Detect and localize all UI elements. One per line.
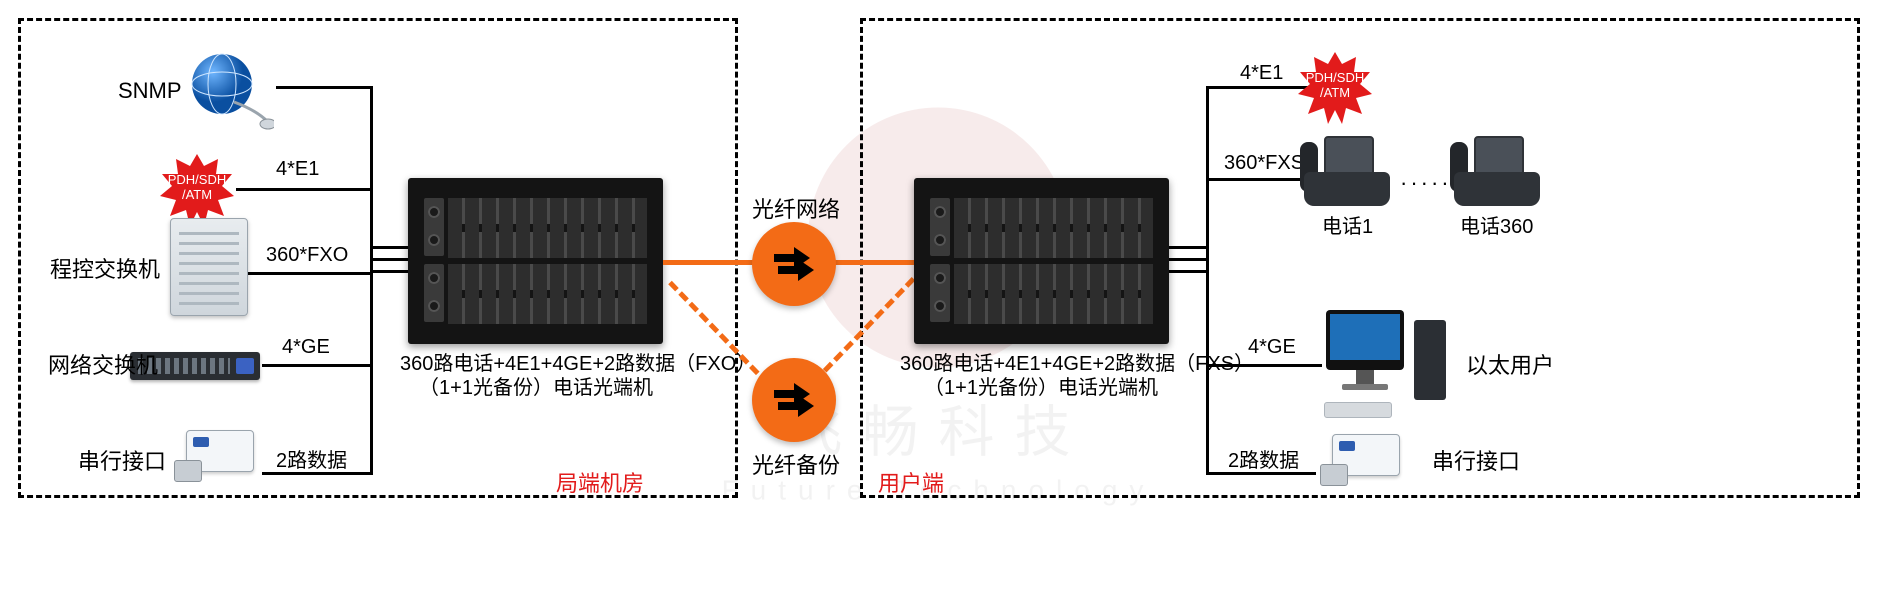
right-site-title: 用户端 <box>878 466 944 498</box>
left-bus-line <box>370 86 373 474</box>
left-4ge-label: 4*GE <box>282 336 330 359</box>
phone-n-label: 电话360 <box>1460 210 1533 239</box>
left-4ge-line <box>262 364 373 367</box>
right-fxs-line <box>1206 178 1304 181</box>
left-bus-to-mux-2 <box>370 258 408 261</box>
pbx-label: 程控交换机 <box>50 252 160 284</box>
right-serial-label: 串行接口 <box>1432 444 1520 476</box>
left-2data-line <box>262 472 373 475</box>
pc-icon <box>1326 310 1446 410</box>
left-fxo-label: 360*FXO <box>266 244 348 267</box>
left-fxo-line <box>248 272 373 275</box>
fiber-backup-circle <box>752 358 836 442</box>
snmp-label: SNMP <box>118 78 182 104</box>
left-pdh-burst-icon: PDH/SDH/ATM <box>160 154 234 228</box>
right-bus-line <box>1206 86 1209 474</box>
fiber-main-circle <box>752 222 836 306</box>
right-bus-to-mux-3 <box>1169 270 1207 273</box>
right-2data-label: 2路数据 <box>1228 444 1299 473</box>
right-mux-caption-line2: （1+1光备份）电话光端机 <box>924 377 1158 399</box>
left-site-title: 局端机房 <box>556 466 644 498</box>
phone-n-icon <box>1454 136 1540 206</box>
left-bus-to-mux-3 <box>370 270 408 273</box>
left-pdh-burst-text: PDH/SDH/ATM <box>160 172 234 202</box>
left-serial-label: 串行接口 <box>78 444 166 476</box>
pbx-icon <box>170 218 248 316</box>
phone-1-label: 电话1 <box>1322 210 1373 239</box>
right-4e1-label: 4*E1 <box>1240 62 1283 85</box>
right-pdh-burst-text: PDH/SDH/ATM <box>1298 70 1372 100</box>
left-serial-icon <box>174 430 260 484</box>
right-bus-to-mux-1 <box>1169 246 1207 249</box>
fiber-main-label: 光纤网络 <box>752 192 840 224</box>
left-4e1-label: 4*E1 <box>276 158 319 181</box>
right-pdh-burst-icon: PDH/SDH/ATM <box>1298 52 1372 126</box>
snmp-globe-icon <box>184 50 274 130</box>
left-mux-caption-line2: （1+1光备份）电话光端机 <box>419 377 653 399</box>
left-4e1-line <box>236 188 373 191</box>
left-mux-caption: 360路电话+4E1+4GE+2路数据（FXO） （1+1光备份）电话光端机 <box>400 352 672 400</box>
right-fxs-label: 360*FXS <box>1224 152 1304 175</box>
left-mux-device <box>408 178 663 344</box>
diagram-canvas: 飞畅科技 Future Technology 360路电话+4E1+4GE+2路… <box>0 0 1877 613</box>
pc-label: 以太用户 <box>1466 348 1554 380</box>
left-2data-label: 2路数据 <box>276 444 347 473</box>
fiber-backup-label: 光纤备份 <box>752 448 840 480</box>
right-mux-caption-line1: 360路电话+4E1+4GE+2路数据（FXS） <box>900 353 1254 375</box>
snmp-line <box>276 86 373 89</box>
netswitch-label: 网络交换机 <box>48 348 158 380</box>
right-serial-icon <box>1320 434 1406 488</box>
right-bus-to-mux-2 <box>1169 258 1207 261</box>
left-mux-caption-line1: 360路电话+4E1+4GE+2路数据（FXO） <box>400 353 756 375</box>
left-bus-to-mux-1 <box>370 246 408 249</box>
right-mux-caption: 360路电话+4E1+4GE+2路数据（FXS） （1+1光备份）电话光端机 <box>900 352 1182 400</box>
right-2data-line <box>1206 472 1316 475</box>
right-4ge-label: 4*GE <box>1248 336 1296 359</box>
right-mux-device <box>914 178 1169 344</box>
phone-1-icon <box>1304 136 1390 206</box>
right-4e1-line <box>1206 86 1308 89</box>
right-4ge-line <box>1206 364 1322 367</box>
